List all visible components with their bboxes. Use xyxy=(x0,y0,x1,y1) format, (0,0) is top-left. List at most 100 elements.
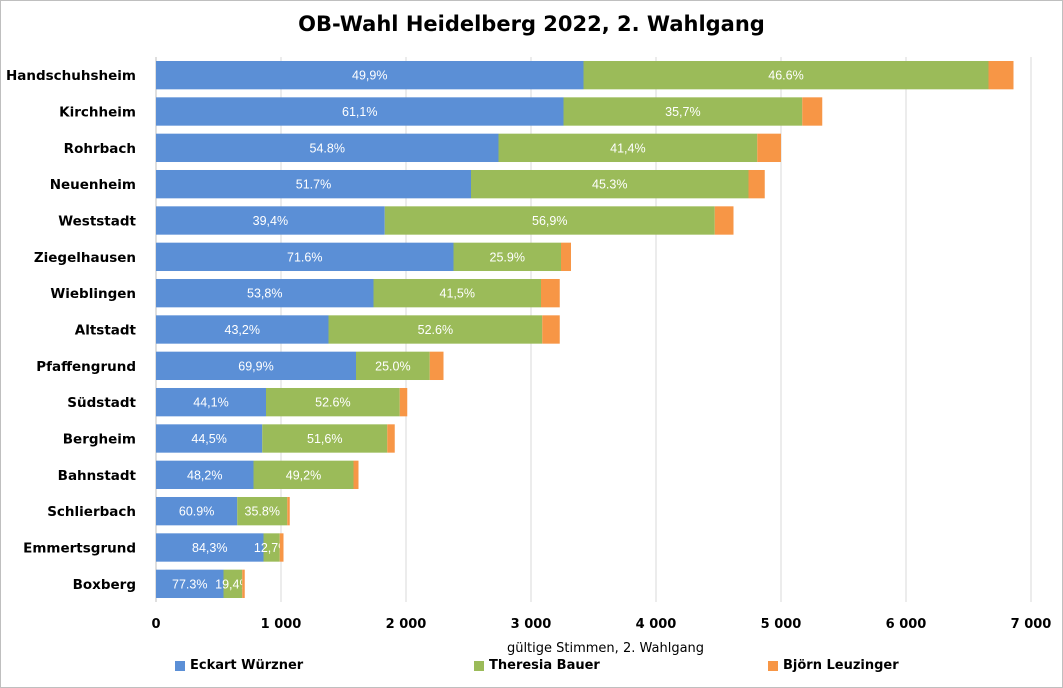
chart-title: OB-Wahl Heidelberg 2022, 2. Wahlgang xyxy=(298,12,765,36)
x-tick-label: 2 000 xyxy=(386,617,427,632)
bar-wrzner xyxy=(156,569,224,599)
data-label: 52.6% xyxy=(315,396,350,410)
data-label: 69,9% xyxy=(238,359,273,373)
data-label: 12,7% xyxy=(254,541,289,555)
bar-wrzner xyxy=(156,60,584,90)
bar-leuzinger xyxy=(748,169,765,199)
data-label: 48,2% xyxy=(187,468,222,482)
bar-wrzner xyxy=(156,351,356,381)
data-label: 52.6% xyxy=(418,323,453,337)
x-tick-label: 0 xyxy=(151,617,160,632)
legend: Eckart Würzner Theresia Bauer Björn Leuz… xyxy=(0,658,1063,678)
bar-leuzinger xyxy=(541,278,560,308)
category-label: Bahnstadt xyxy=(58,468,137,484)
bar-wrzner xyxy=(156,206,385,235)
bar-leuzinger xyxy=(714,206,734,235)
bar-leuzinger xyxy=(279,533,284,562)
bar-wrzner xyxy=(156,242,454,272)
data-label: 61,1% xyxy=(342,105,377,119)
bar-bauer xyxy=(328,315,543,344)
bar-bauer xyxy=(384,206,715,235)
category-label: Rohrbach xyxy=(64,141,136,157)
x-axis-title: gültige Stimmen, 2. Wahlgang xyxy=(507,641,704,656)
legend-label-wuerzner: Eckart Würzner xyxy=(190,658,304,673)
data-label: 51,6% xyxy=(307,432,342,446)
bar-wrzner xyxy=(156,496,238,526)
bar-bauer xyxy=(223,569,243,599)
bar-bauer xyxy=(253,460,354,490)
bar-leuzinger xyxy=(387,424,395,453)
bar-leuzinger xyxy=(988,60,1014,90)
x-tick-label: 5 000 xyxy=(761,617,802,632)
bar-wrzner xyxy=(156,315,329,344)
bar-bauer xyxy=(563,97,803,126)
bar-wrzner xyxy=(156,133,499,163)
data-label: 46.6% xyxy=(768,69,803,83)
bar-bauer xyxy=(263,533,280,562)
data-label: 44,5% xyxy=(191,432,226,446)
legend-swatch-leuzinger xyxy=(768,660,778,671)
bar-leuzinger xyxy=(757,133,781,163)
category-label: Boxberg xyxy=(73,577,136,593)
data-label: 77.3% xyxy=(172,577,207,591)
bar-wrzner xyxy=(156,424,263,453)
category-label: Handschuhsheim xyxy=(6,68,136,84)
legend-label-leuzinger: Björn Leuzinger xyxy=(783,658,899,673)
legend-swatch-bauer xyxy=(474,660,484,671)
bar-leuzinger xyxy=(561,242,571,272)
bar-wrzner xyxy=(156,533,264,562)
bar-leuzinger xyxy=(353,460,359,490)
bar-wrzner xyxy=(156,278,374,308)
data-label: 84,3% xyxy=(192,541,227,555)
data-label: 41,5% xyxy=(440,287,475,301)
data-label: 45.3% xyxy=(592,178,627,192)
legend-item-bauer: Theresia Bauer xyxy=(474,658,600,673)
bar-wrzner xyxy=(156,169,471,199)
x-tick-label: 4 000 xyxy=(636,617,677,632)
data-label: 53,8% xyxy=(247,287,282,301)
bar-leuzinger xyxy=(242,569,245,599)
data-label: 35,7% xyxy=(665,105,700,119)
data-label: 35.8% xyxy=(245,505,280,519)
category-label: Bergheim xyxy=(63,432,136,448)
data-label: 19,4% xyxy=(215,577,250,591)
data-label: 71.6% xyxy=(287,250,322,264)
data-label: 43,2% xyxy=(225,323,260,337)
data-label: 54.8% xyxy=(310,141,345,155)
data-label: 39,4% xyxy=(253,214,288,228)
data-label: 44,1% xyxy=(193,396,228,410)
bar-wrzner xyxy=(156,460,254,490)
x-tick-label: 1 000 xyxy=(261,617,302,632)
category-label: Ziegelhausen xyxy=(34,250,136,266)
category-label: Kirchheim xyxy=(59,105,136,121)
category-label: Südstadt xyxy=(67,395,136,411)
data-label: 51.7% xyxy=(296,178,331,192)
bar-leuzinger xyxy=(287,496,290,526)
category-label: Weststadt xyxy=(58,214,136,230)
bar-leuzinger xyxy=(399,387,408,417)
legend-item-leuzinger: Björn Leuzinger xyxy=(768,658,899,673)
bar-bauer xyxy=(237,496,288,526)
bar-bauer xyxy=(583,60,989,90)
category-label: Emmertsgrund xyxy=(23,541,136,557)
bar-bauer xyxy=(356,351,430,381)
data-label: 60.9% xyxy=(179,505,214,519)
x-tick-label: 7 000 xyxy=(1011,617,1052,632)
category-label: Schlierbach xyxy=(47,504,136,520)
x-tick-label: 3 000 xyxy=(511,617,552,632)
data-label: 56,9% xyxy=(532,214,567,228)
data-label: 25.0% xyxy=(375,359,410,373)
bar-leuzinger xyxy=(429,351,444,381)
bar-bauer xyxy=(266,387,400,417)
bar-wrzner xyxy=(156,387,266,417)
legend-label-bauer: Theresia Bauer xyxy=(489,658,600,673)
bar-bauer xyxy=(453,242,561,272)
bar-bauer xyxy=(262,424,388,453)
bar-wrzner xyxy=(156,97,564,126)
category-label: Altstadt xyxy=(75,323,137,339)
bar-bauer xyxy=(471,169,749,199)
data-label: 41,4% xyxy=(610,141,645,155)
bar-bauer xyxy=(373,278,541,308)
x-tick-label: 6 000 xyxy=(886,617,927,632)
